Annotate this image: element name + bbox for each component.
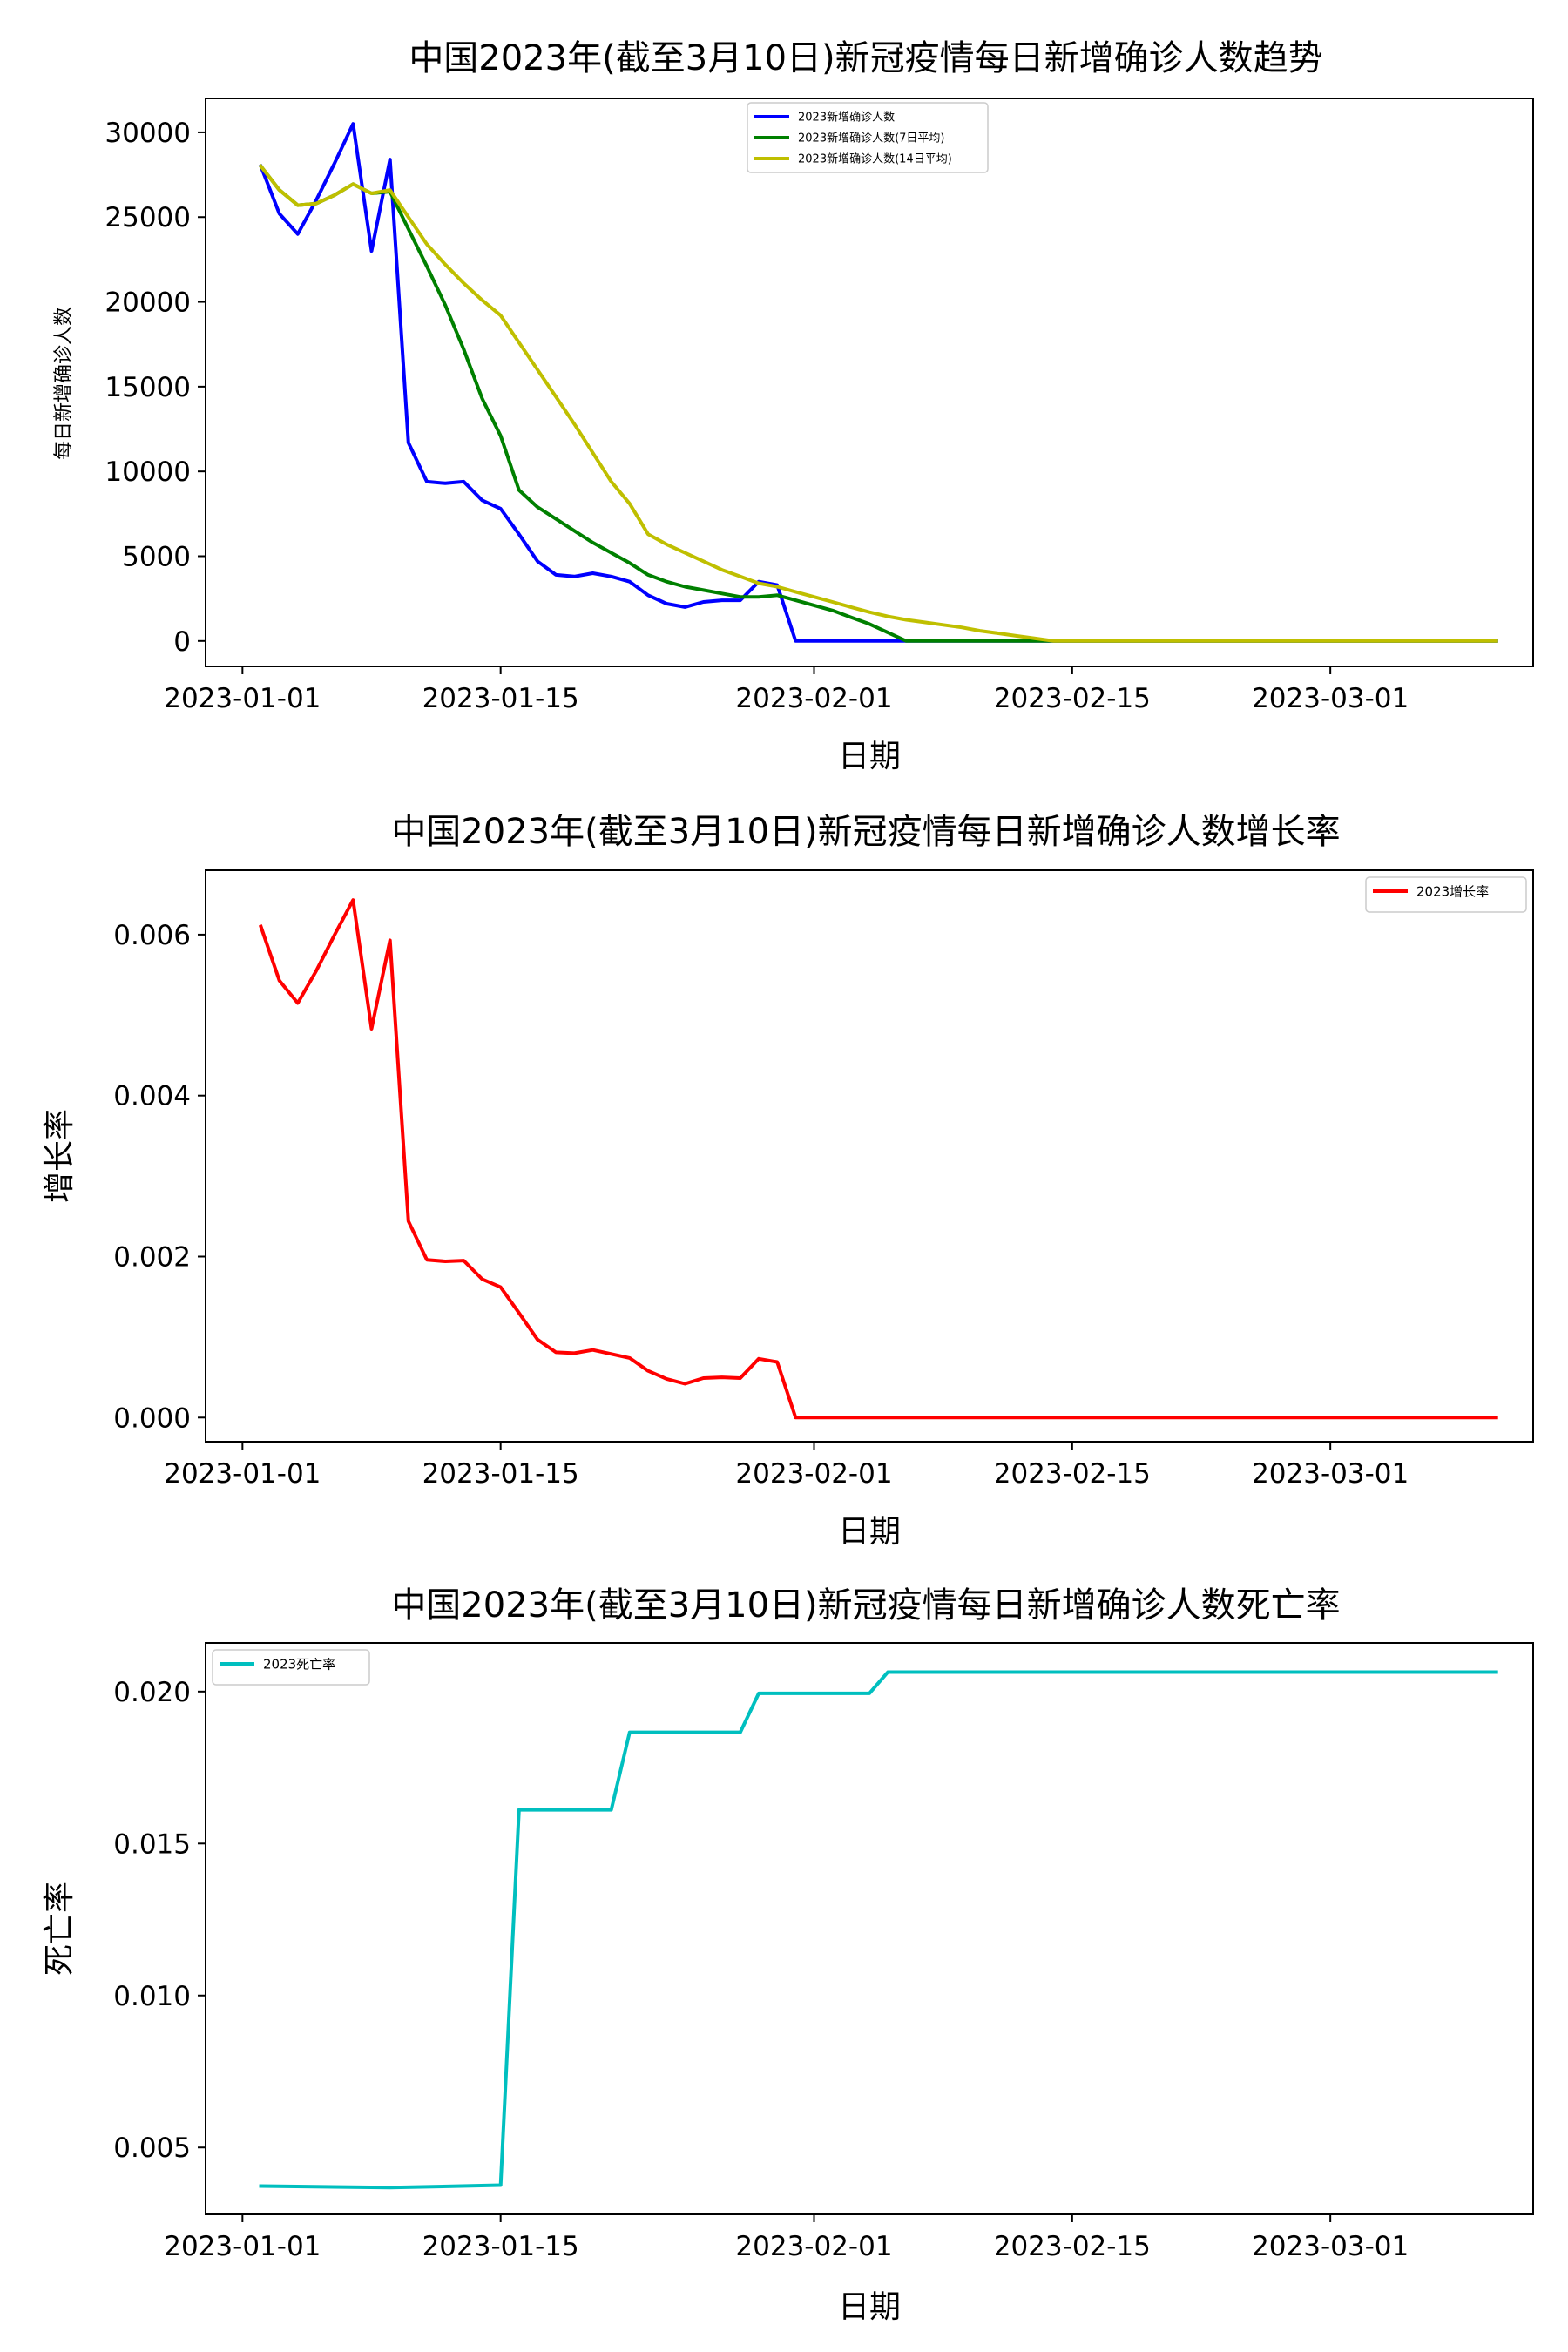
chart-1-x-tick-label: 2023-01-15 [422, 683, 579, 714]
chart-2-x-tick-label: 2023-01-15 [422, 1458, 579, 1490]
chart-3-y-axis-label: 死亡率 [42, 1882, 78, 1976]
chart-1-x-tick-label: 2023-02-15 [994, 683, 1151, 714]
chart-1-legend-label-1: 2023新增确诊人数 [798, 111, 895, 125]
chart-2-title: 中国2023年(截至3月10日)新冠疫情每日新增确诊人数增长率 [391, 812, 1340, 852]
chart-1-series-line-1 [258, 122, 1498, 643]
chart-1-y-tick-label: 15000 [105, 372, 191, 403]
chart-3-x-tick-label: 2023-02-01 [735, 2231, 892, 2262]
chart-1-title: 中国2023年(截至3月10日)新冠疫情每日新增确诊人数趋势 [409, 38, 1322, 78]
chart-2-legend-label-1: 2023增长率 [1416, 883, 1489, 899]
chart-1-legend-label-2: 2023新增确诊人数(7日平均) [798, 132, 945, 145]
chart-2-y-tick-label: 0.000 [113, 1402, 191, 1434]
chart-2-lines [258, 898, 1498, 1420]
chart-3-legend-box [212, 1649, 370, 1686]
chart-1-y-tick-label: 30000 [105, 118, 191, 149]
chart-1-plot-frame [205, 98, 1534, 667]
chart-1-y-tick-label: 25000 [105, 202, 191, 233]
chart-2-series-line-1 [258, 898, 1498, 1420]
chart-1-x-tick-label: 2023-01-01 [164, 683, 321, 714]
chart-2-x-tick-label: 2023-02-15 [994, 1458, 1151, 1490]
chart-2-y-ticks: 0.000 0.002 0.004 0.006 [113, 920, 206, 1434]
chart-3: 中国2023年(截至3月10日)新冠疫情每日新增确诊人数死亡率 2023-01-… [42, 1585, 1534, 2325]
chart-3-legend: 2023死亡率 [212, 1649, 370, 1686]
chart-1-y-tick-label: 10000 [105, 456, 191, 488]
chart-3-x-tick-label: 2023-02-15 [994, 2231, 1151, 2262]
chart-3-x-ticks: 2023-01-01 2023-01-15 2023-02-01 2023-02-15… [164, 2214, 1409, 2262]
chart-2-x-tick-label: 2023-01-01 [164, 1458, 321, 1490]
chart-3-y-tick-label: 0.020 [113, 1677, 191, 1708]
chart-1-x-axis-label: 日期 [838, 739, 901, 774]
chart-1: 中国2023年(截至3月10日)新冠疫情每日新增确诊人数趋势 2023-01-0… [53, 38, 1534, 774]
chart-3-x-axis-label: 日期 [838, 2289, 901, 2325]
chart-1-y-tick-label: 5000 [122, 541, 191, 572]
chart-1-x-tick-label: 2023-02-01 [735, 683, 892, 714]
chart-3-y-tick-label: 0.005 [113, 2132, 191, 2164]
chart-1-series-line-3 [258, 164, 1498, 643]
chart-2-y-tick-label: 0.006 [113, 920, 191, 951]
chart-2-x-axis-label: 日期 [838, 1514, 901, 1550]
chart-1-legend-label-3: 2023新增确诊人数(14日平均) [798, 152, 952, 166]
chart-1-y-ticks: 0 5000 10000 15000 20000 25000 30000 [105, 118, 206, 658]
chart-2-x-tick-label: 2023-02-01 [735, 1458, 892, 1490]
chart-3-title: 中国2023年(截至3月10日)新冠疫情每日新增确诊人数死亡率 [391, 1585, 1340, 1625]
chart-1-legend: 2023新增确诊人数 2023新增确诊人数(7日平均) 2023新增确诊人数(14日… [747, 102, 989, 173]
chart-3-x-tick-label: 2023-03-01 [1252, 2231, 1409, 2262]
chart-3-plot-frame [205, 1642, 1534, 2215]
chart-3-y-tick-label: 0.015 [113, 1828, 191, 1860]
chart-2-legend: 2023增长率 [1365, 876, 1527, 913]
chart-1-lines [258, 122, 1498, 643]
chart-3-x-tick-label: 2023-01-01 [164, 2231, 321, 2262]
chart-2-y-tick-label: 0.002 [113, 1241, 191, 1273]
chart-3-series-line-1 [259, 1670, 1498, 2190]
chart-1-y-tick-label: 0 [173, 626, 191, 658]
chart-1-legend-box [747, 102, 989, 173]
chart-2-y-tick-label: 0.004 [113, 1081, 191, 1112]
chart-2-x-ticks: 2023-01-01 2023-01-15 2023-02-01 2023-02-15… [164, 1442, 1409, 1490]
chart-3-x-tick-label: 2023-01-15 [422, 2231, 579, 2262]
chart-3-legend-label-1: 2023死亡率 [263, 1656, 335, 1672]
chart-3-y-tick-label: 0.010 [113, 1981, 191, 2012]
chart-1-x-ticks: 2023-01-01 2023-01-15 2023-02-01 2023-02-15… [164, 666, 1409, 714]
chart-2-legend-box [1365, 876, 1527, 913]
chart-3-lines [259, 1670, 1498, 2190]
chart-3-y-ticks: 0.005 0.010 0.015 0.020 [113, 1677, 206, 2164]
chart-2: 中国2023年(截至3月10日)新冠疫情每日新增确诊人数增长率 2023-01-… [42, 812, 1534, 1550]
chart-1-x-tick-label: 2023-03-01 [1252, 683, 1409, 714]
chart-2-x-tick-label: 2023-03-01 [1252, 1458, 1409, 1490]
chart-2-y-axis-label: 增长率 [42, 1109, 78, 1203]
chart-1-y-axis-label: 每日新增确诊人数 [53, 307, 75, 460]
chart-1-y-tick-label: 20000 [105, 287, 191, 319]
chart-2-plot-frame [205, 869, 1534, 1443]
